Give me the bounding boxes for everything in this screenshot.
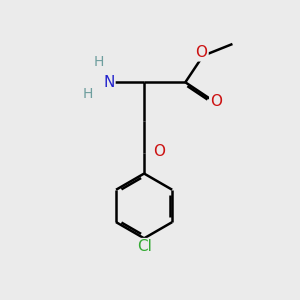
Text: O: O bbox=[196, 45, 208, 60]
Text: H: H bbox=[83, 87, 93, 101]
Text: Cl: Cl bbox=[137, 239, 152, 254]
Text: O: O bbox=[210, 94, 222, 109]
Text: N: N bbox=[103, 75, 115, 90]
Text: O: O bbox=[153, 144, 165, 159]
Text: H: H bbox=[93, 55, 104, 69]
